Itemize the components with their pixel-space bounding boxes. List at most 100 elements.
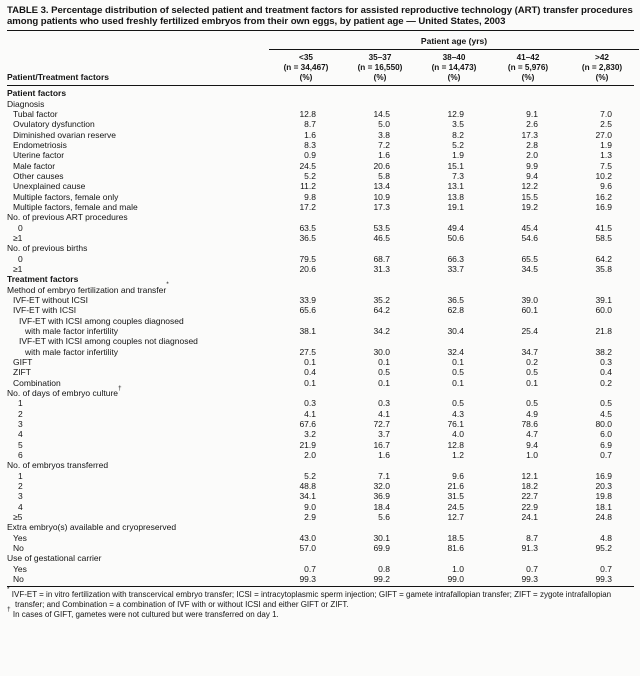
row-value: 14.5 xyxy=(373,109,390,120)
row-value: 24.1 xyxy=(521,511,538,522)
row-value: 31.5 xyxy=(447,491,464,502)
row-value: 1.0 xyxy=(526,449,538,460)
row-value: 19.2 xyxy=(521,202,538,213)
row-value: 34.2 xyxy=(373,325,390,336)
row-value: 60.0 xyxy=(595,305,612,316)
age-column-head: >42 (n = 2,830) (%) xyxy=(565,53,639,83)
row-value: 0.1 xyxy=(452,356,464,367)
age-span-label: Patient age (yrs) xyxy=(269,31,639,51)
table-row: 0 63.5 53.5 49.4 45.4 41.5 xyxy=(7,223,634,233)
row-value: 99.2 xyxy=(373,573,390,584)
row-value: 20.6 xyxy=(299,263,316,274)
table-row: IVF-ET with ICSI 65.6 64.2 62.8 60.1 60.0 xyxy=(7,305,634,315)
row-label: Diagnosis xyxy=(7,98,45,109)
row-value: 2.9 xyxy=(304,511,316,522)
row-label: No. of days of embryo culture† xyxy=(7,384,122,398)
row-value: 0.1 xyxy=(526,377,538,388)
row-value: 9.6 xyxy=(452,470,464,481)
row-value: 3.8 xyxy=(378,129,390,140)
age-header-group: Patient age (yrs) <35 (n = 34,467) (%) 35–3… xyxy=(269,31,639,83)
table-row: Patient factors xyxy=(7,88,634,98)
table-row: IVF-ET without ICSI 33.9 35.2 36.5 39.0 39.1 xyxy=(7,295,634,305)
row-value: 7.1 xyxy=(378,470,390,481)
row-value: 2.0 xyxy=(526,150,538,161)
row-label: Male factor xyxy=(13,160,56,171)
row-value: 5.6 xyxy=(378,511,390,522)
row-value: 5.0 xyxy=(378,119,390,130)
age-column-head: 38–40 (n = 14,473) (%) xyxy=(417,53,491,83)
row-value: 3.2 xyxy=(304,429,316,440)
row-value: 36.9 xyxy=(373,491,390,502)
table-row: with male factor infertility 27.5 30.0 32.4… xyxy=(7,347,634,357)
table-row: Combination 0.1 0.1 0.1 0.1 0.2 xyxy=(7,378,634,388)
table-row: Other causes 5.2 5.8 7.3 9.4 10.2 xyxy=(7,171,634,181)
table-row: 4 3.2 3.7 4.0 4.7 6.0 xyxy=(7,429,634,439)
row-value: 99.0 xyxy=(447,573,464,584)
row-value: 5.2 xyxy=(452,140,464,151)
row-value: 8.7 xyxy=(304,119,316,130)
row-value: 5.2 xyxy=(304,171,316,182)
row-value: 0.3 xyxy=(378,398,390,409)
row-value: 30.0 xyxy=(373,346,390,357)
row-value: 45.4 xyxy=(521,222,538,233)
row-label: 5 xyxy=(18,439,23,450)
row-value: 41.5 xyxy=(595,222,612,233)
row-value: 21.9 xyxy=(299,439,316,450)
table-row: No. of previous births xyxy=(7,243,634,253)
row-label: 4 xyxy=(18,501,23,512)
table-row: Unexplained cause 11.2 13.4 13.1 12.2 9.6 xyxy=(7,181,634,191)
row-value: 4.7 xyxy=(526,429,538,440)
row-value: 0.7 xyxy=(600,563,612,574)
row-value: 46.5 xyxy=(373,233,390,243)
age-column-head-line: >42 xyxy=(595,53,609,63)
row-value: 3.5 xyxy=(452,119,464,130)
row-value: 18.5 xyxy=(447,532,464,543)
table-row: No. of embryos transferred xyxy=(7,460,634,470)
row-label: ≥5 xyxy=(13,511,23,522)
row-label: No xyxy=(13,542,24,553)
row-label: with male factor infertility xyxy=(25,346,119,357)
row-value: 12.8 xyxy=(299,109,316,120)
row-value: 68.7 xyxy=(373,253,390,264)
row-label: 1 xyxy=(18,398,23,409)
row-value: 0.2 xyxy=(600,377,612,388)
row-value: 17.3 xyxy=(373,202,390,213)
row-value: 60.1 xyxy=(521,305,538,316)
row-value: 17.2 xyxy=(299,202,316,213)
row-label: No. of previous ART procedures xyxy=(7,212,128,223)
age-column-head-line: (n = 16,550) xyxy=(357,63,403,73)
row-value: 13.8 xyxy=(447,191,464,202)
row-value: 31.3 xyxy=(373,263,390,274)
row-label: Method of embryo fertilization and trans… xyxy=(7,281,169,295)
row-label: GIFT xyxy=(13,356,33,367)
row-value: 19.1 xyxy=(447,202,464,213)
footnote: † In cases of GIFT, gametes were not cul… xyxy=(7,605,279,619)
table-row: 3 34.1 36.9 31.5 22.7 19.8 xyxy=(7,491,634,501)
table-row: Tubal factor 12.8 14.5 12.9 9.1 7.0 xyxy=(7,109,634,119)
row-value: 5.2 xyxy=(304,470,316,481)
row-value: 16.9 xyxy=(595,470,612,481)
row-label: Unexplained cause xyxy=(13,181,86,192)
row-value: 10.2 xyxy=(595,171,612,182)
row-label: Endometriosis xyxy=(13,140,67,151)
row-value: 8.7 xyxy=(526,532,538,543)
row-label: 0 xyxy=(18,222,23,233)
table-row: 0 79.5 68.7 66.3 65.5 64.2 xyxy=(7,254,634,264)
row-label: Extra embryo(s) available and cryopreser… xyxy=(7,522,177,533)
row-value: 35.2 xyxy=(373,294,390,305)
row-label: Treatment factors xyxy=(7,274,79,285)
row-value: 39.0 xyxy=(521,294,538,305)
row-value: 4.3 xyxy=(452,408,464,419)
footnotes: * IVF-ET = in vitro fertilization with t… xyxy=(7,586,634,619)
row-value: 19.8 xyxy=(595,491,612,502)
row-value: 76.1 xyxy=(447,418,464,429)
row-value: 53.5 xyxy=(373,222,390,233)
table-row: No. of days of embryo culture† xyxy=(7,384,634,398)
age-column-head-line: (n = 34,467) xyxy=(283,63,329,73)
row-value: 34.5 xyxy=(521,263,538,274)
row-value: 72.7 xyxy=(373,418,390,429)
row-value: 9.0 xyxy=(304,501,316,512)
row-value: 0.9 xyxy=(304,150,316,161)
row-value: 99.3 xyxy=(521,573,538,584)
row-value: 2.8 xyxy=(526,140,538,151)
